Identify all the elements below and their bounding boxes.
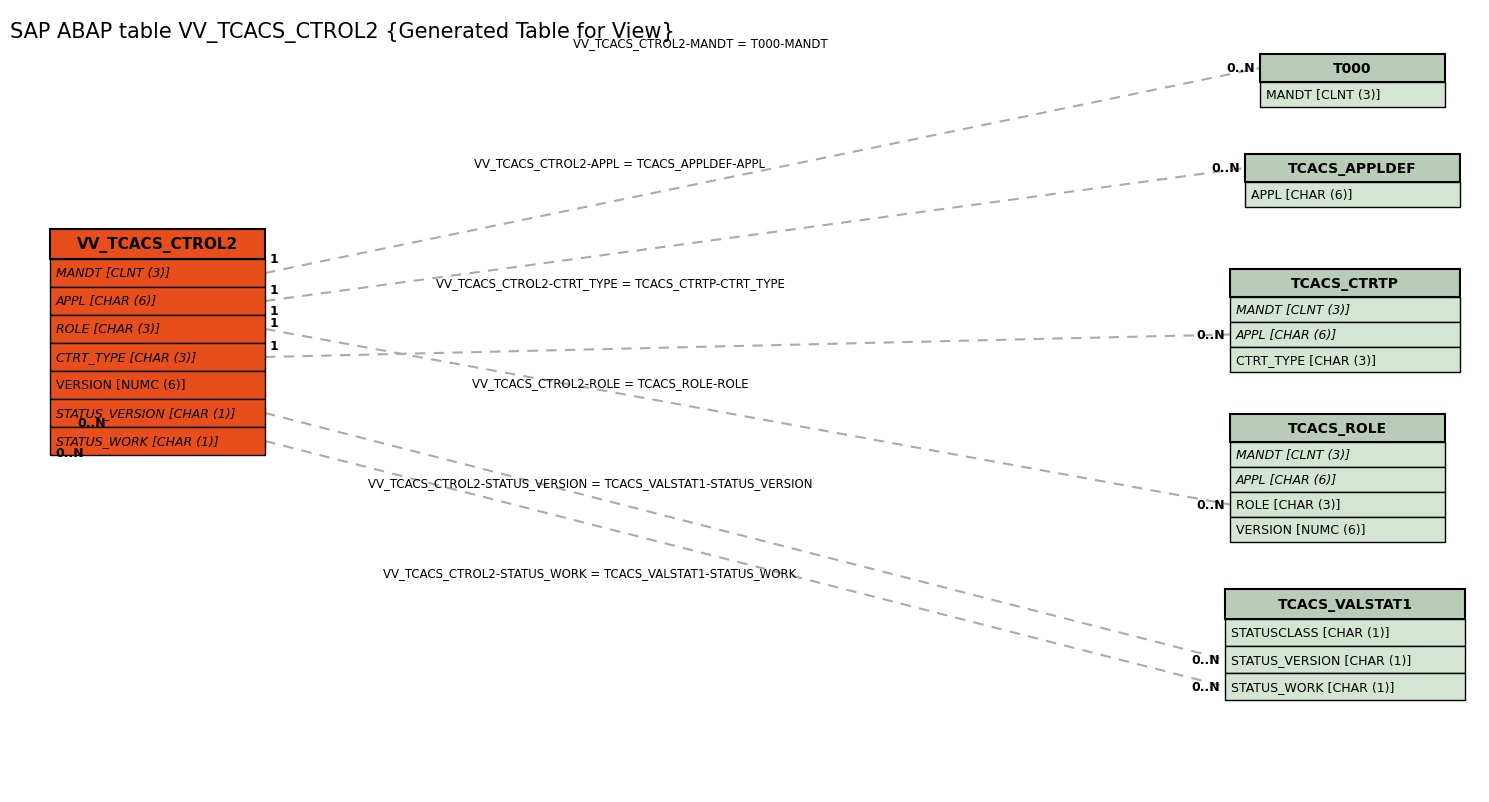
Text: 0..N: 0..N — [1196, 329, 1225, 342]
Text: STATUS_VERSION [CHAR (1)]: STATUS_VERSION [CHAR (1)] — [1231, 653, 1412, 666]
FancyBboxPatch shape — [1230, 322, 1461, 347]
FancyBboxPatch shape — [1225, 646, 1465, 673]
Text: CTRT_TYPE [CHAR (3)]: CTRT_TYPE [CHAR (3)] — [57, 351, 197, 364]
FancyBboxPatch shape — [51, 229, 265, 260]
Text: MANDT [CLNT (3)]: MANDT [CLNT (3)] — [1236, 448, 1351, 461]
Text: MANDT [CLNT (3)]: MANDT [CLNT (3)] — [57, 267, 170, 280]
FancyBboxPatch shape — [1230, 347, 1461, 373]
Text: VV_TCACS_CTROL2-MANDT = T000-MANDT: VV_TCACS_CTROL2-MANDT = T000-MANDT — [573, 37, 828, 50]
Text: VV_TCACS_CTROL2-CTRT_TYPE = TCACS_CTRTP-CTRT_TYPE: VV_TCACS_CTROL2-CTRT_TYPE = TCACS_CTRTP-… — [436, 277, 785, 290]
FancyBboxPatch shape — [1260, 55, 1444, 83]
FancyBboxPatch shape — [1230, 517, 1444, 542]
Text: 0..N: 0..N — [55, 447, 83, 460]
Text: T000: T000 — [1333, 62, 1371, 76]
Text: VV_TCACS_CTROL2-STATUS_VERSION = TCACS_VALSTAT1-STATUS_VERSION: VV_TCACS_CTROL2-STATUS_VERSION = TCACS_V… — [368, 476, 813, 489]
FancyBboxPatch shape — [1230, 492, 1444, 517]
Text: 0..N: 0..N — [1191, 653, 1219, 666]
FancyBboxPatch shape — [51, 316, 265, 343]
FancyBboxPatch shape — [1230, 415, 1444, 443]
FancyBboxPatch shape — [51, 343, 265, 371]
Text: MANDT [CLNT (3)]: MANDT [CLNT (3)] — [1236, 304, 1351, 317]
FancyBboxPatch shape — [1225, 673, 1465, 700]
FancyBboxPatch shape — [1225, 589, 1465, 619]
Text: ROLE [CHAR (3)]: ROLE [CHAR (3)] — [57, 323, 161, 336]
Text: SAP ABAP table VV_TCACS_CTROL2 {Generated Table for View}: SAP ABAP table VV_TCACS_CTROL2 {Generate… — [10, 22, 675, 43]
Text: 1: 1 — [270, 284, 278, 297]
Text: APPL [CHAR (6)]: APPL [CHAR (6)] — [1236, 473, 1337, 486]
Text: APPL [CHAR (6)]: APPL [CHAR (6)] — [57, 295, 158, 308]
Text: VV_TCACS_CTROL2-APPL = TCACS_APPLDEF-APPL: VV_TCACS_CTROL2-APPL = TCACS_APPLDEF-APP… — [475, 157, 765, 170]
Text: VERSION [NUMC (6)]: VERSION [NUMC (6)] — [57, 379, 186, 392]
FancyBboxPatch shape — [51, 288, 265, 316]
FancyBboxPatch shape — [51, 260, 265, 288]
Text: 1: 1 — [270, 317, 278, 330]
Text: MANDT [CLNT (3)]: MANDT [CLNT (3)] — [1266, 89, 1380, 102]
FancyBboxPatch shape — [1230, 269, 1461, 298]
Text: APPL [CHAR (6)]: APPL [CHAR (6)] — [1236, 329, 1337, 342]
FancyBboxPatch shape — [1230, 443, 1444, 468]
Text: STATUSCLASS [CHAR (1)]: STATUSCLASS [CHAR (1)] — [1231, 626, 1389, 639]
Text: STATUS_VERSION [CHAR (1)]: STATUS_VERSION [CHAR (1)] — [57, 407, 235, 420]
FancyBboxPatch shape — [1245, 155, 1461, 183]
Text: CTRT_TYPE [CHAR (3)]: CTRT_TYPE [CHAR (3)] — [1236, 354, 1376, 367]
Text: TCACS_ROLE: TCACS_ROLE — [1288, 422, 1388, 435]
Text: 1: 1 — [270, 339, 278, 353]
FancyBboxPatch shape — [51, 371, 265, 399]
Text: ROLE [CHAR (3)]: ROLE [CHAR (3)] — [1236, 498, 1340, 512]
FancyBboxPatch shape — [1230, 298, 1461, 322]
Text: TCACS_APPLDEF: TCACS_APPLDEF — [1288, 162, 1418, 176]
Text: 0..N: 0..N — [1227, 63, 1255, 75]
Text: STATUS_WORK [CHAR (1)]: STATUS_WORK [CHAR (1)] — [1231, 680, 1394, 693]
Text: APPL [CHAR (6)]: APPL [CHAR (6)] — [1251, 188, 1352, 202]
Text: 0..N: 0..N — [1212, 162, 1240, 176]
FancyBboxPatch shape — [1245, 183, 1461, 208]
FancyBboxPatch shape — [1230, 468, 1444, 492]
Text: VV_TCACS_CTROL2-ROLE = TCACS_ROLE-ROLE: VV_TCACS_CTROL2-ROLE = TCACS_ROLE-ROLE — [472, 376, 749, 390]
FancyBboxPatch shape — [1225, 619, 1465, 646]
Text: 0..N: 0..N — [77, 416, 106, 429]
Text: STATUS_WORK [CHAR (1)]: STATUS_WORK [CHAR (1)] — [57, 435, 219, 448]
FancyBboxPatch shape — [51, 427, 265, 456]
Text: TCACS_VALSTAT1: TCACS_VALSTAT1 — [1278, 597, 1413, 611]
Text: 1: 1 — [270, 305, 278, 318]
Text: 0..N: 0..N — [1196, 498, 1225, 512]
Text: TCACS_CTRTP: TCACS_CTRTP — [1291, 277, 1400, 290]
FancyBboxPatch shape — [51, 399, 265, 427]
Text: VERSION [NUMC (6)]: VERSION [NUMC (6)] — [1236, 524, 1365, 537]
Text: VV_TCACS_CTROL2-STATUS_WORK = TCACS_VALSTAT1-STATUS_WORK: VV_TCACS_CTROL2-STATUS_WORK = TCACS_VALS… — [383, 566, 797, 579]
Text: 0..N: 0..N — [1191, 680, 1219, 693]
Text: VV_TCACS_CTROL2: VV_TCACS_CTROL2 — [77, 237, 238, 253]
Text: 1: 1 — [270, 253, 278, 265]
FancyBboxPatch shape — [1260, 83, 1444, 107]
